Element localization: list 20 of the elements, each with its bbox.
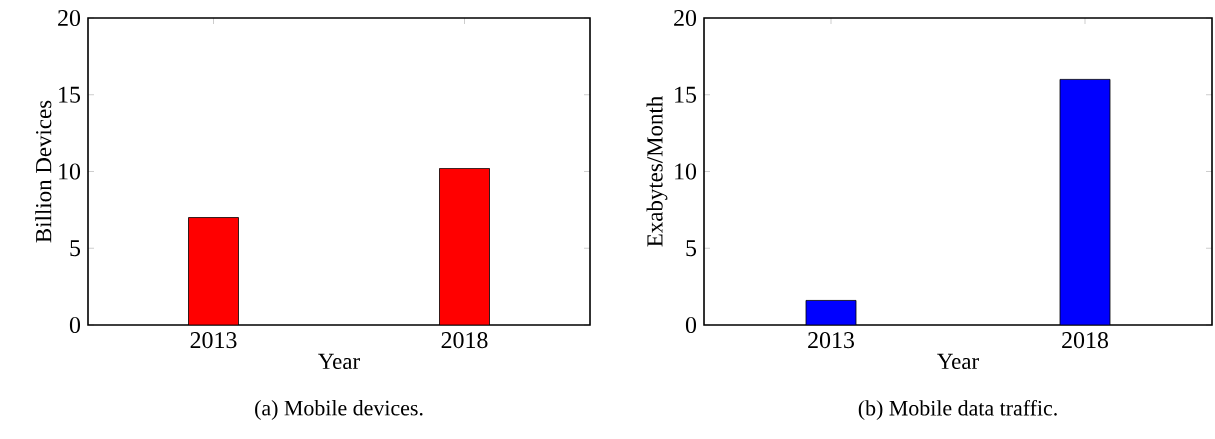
y-tick-label: 10 (59, 163, 81, 180)
y-tick-label: 0 (69, 316, 81, 334)
x-tick-label: 2013 (808, 332, 854, 349)
x-axis-title: Year (937, 353, 979, 370)
y-tick-label: 15 (675, 86, 697, 103)
x-tick-label: 2013 (190, 332, 237, 349)
x-axis-title: Year (318, 353, 360, 370)
y-tick-label: 15 (59, 86, 81, 103)
x-tick-label: 2018 (1062, 332, 1108, 349)
y-axis-title: Billion Devices (35, 100, 52, 243)
y-tick-label: 5 (70, 240, 81, 257)
y-tick-label: 10 (675, 163, 697, 180)
y-tick-label: 0 (685, 316, 697, 334)
x-tick-label: 2018 (441, 332, 488, 349)
text: (b) Mobile data traffic. (858, 399, 1057, 421)
y-tick-label: 20 (58, 9, 81, 27)
y-axis-title: Exabytes/Month (646, 96, 668, 247)
y-tick-label: 20 (674, 9, 697, 27)
y-tick-label: 5 (686, 240, 697, 257)
text: (a) Mobile devices. (255, 400, 423, 420)
